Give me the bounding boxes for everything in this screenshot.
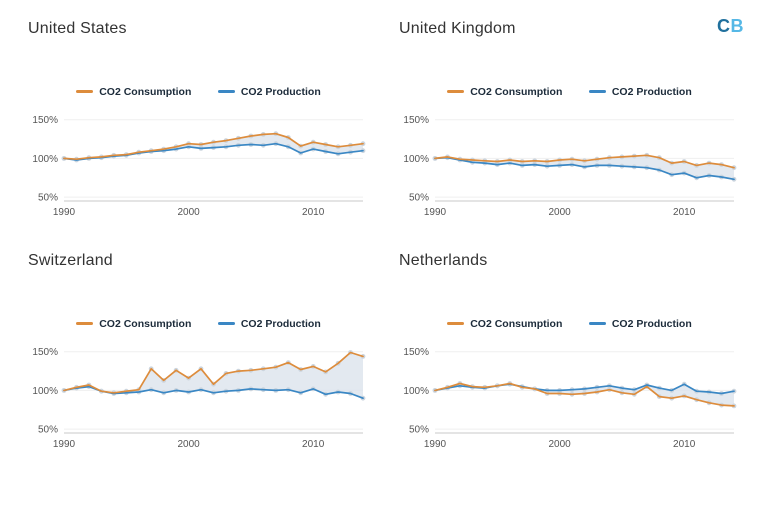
chart-panel-united-kingdom: United Kingdom CO2 Consumption CO2 Produ… bbox=[397, 16, 742, 222]
svg-text:1990: 1990 bbox=[424, 207, 447, 218]
production-line-swatch bbox=[217, 90, 235, 93]
consumption-line-swatch bbox=[447, 90, 465, 93]
chart-legend: CO2 Consumption CO2 Production bbox=[397, 80, 742, 98]
legend-label: CO2 Production bbox=[240, 85, 321, 98]
production-line-swatch bbox=[588, 322, 606, 325]
chart-panel-switzerland: Switzerland CO2 Consumption CO2 Producti… bbox=[26, 248, 371, 454]
carbon-brief-logo: CB bbox=[717, 16, 744, 37]
svg-text:1990: 1990 bbox=[53, 439, 76, 450]
svg-text:150%: 150% bbox=[32, 347, 58, 358]
legend-item-co2-production[interactable]: CO2 Production bbox=[588, 317, 692, 330]
line-chart-netherlands: 50% 100% 150% 1990 2000 2010 bbox=[403, 347, 737, 450]
logo-letter-b: B bbox=[730, 16, 744, 36]
legend-label: CO2 Consumption bbox=[470, 317, 563, 330]
svg-text:100%: 100% bbox=[403, 386, 429, 397]
svg-text:2000: 2000 bbox=[177, 439, 200, 450]
svg-text:2010: 2010 bbox=[673, 207, 696, 218]
chart-legend: CO2 Consumption CO2 Production bbox=[397, 312, 742, 330]
svg-text:100%: 100% bbox=[32, 154, 58, 165]
svg-text:50%: 50% bbox=[38, 193, 58, 204]
svg-text:150%: 150% bbox=[32, 115, 58, 126]
legend-label: CO2 Production bbox=[240, 317, 321, 330]
chart-legend: CO2 Consumption CO2 Production bbox=[26, 312, 371, 330]
legend-label: CO2 Production bbox=[611, 85, 692, 98]
legend-item-co2-production[interactable]: CO2 Production bbox=[588, 85, 692, 98]
svg-text:2010: 2010 bbox=[673, 439, 696, 450]
chart-title: Netherlands bbox=[399, 252, 488, 269]
svg-text:2000: 2000 bbox=[548, 207, 571, 218]
legend-item-co2-consumption[interactable]: CO2 Consumption bbox=[447, 86, 562, 98]
line-chart-united-states: 50% 100% 150% 1990 2000 2010 bbox=[32, 115, 366, 218]
svg-text:2010: 2010 bbox=[302, 207, 325, 218]
svg-text:1990: 1990 bbox=[424, 439, 447, 450]
legend-item-co2-production[interactable]: CO2 Production bbox=[217, 317, 321, 330]
line-chart-switzerland: 50% 100% 150% 1990 2000 2010 bbox=[32, 347, 366, 450]
svg-text:2010: 2010 bbox=[302, 439, 325, 450]
consumption-line-swatch bbox=[76, 322, 94, 325]
legend-item-co2-consumption[interactable]: CO2 Consumption bbox=[447, 318, 562, 330]
consumption-line-swatch bbox=[447, 322, 465, 325]
svg-text:2000: 2000 bbox=[548, 439, 571, 450]
legend-label: CO2 Consumption bbox=[99, 317, 192, 330]
svg-text:2000: 2000 bbox=[177, 207, 200, 218]
svg-text:100%: 100% bbox=[403, 154, 429, 165]
svg-text:50%: 50% bbox=[409, 193, 429, 204]
chart-panel-netherlands: Netherlands CO2 Consumption CO2 Producti… bbox=[397, 248, 742, 454]
chart-title: Switzerland bbox=[28, 252, 113, 269]
chart-title: United States bbox=[28, 20, 127, 37]
charts-page: United States CO2 Consumption CO2 Produc… bbox=[26, 16, 742, 454]
svg-text:150%: 150% bbox=[403, 115, 429, 126]
line-chart-united-kingdom: 50% 100% 150% 1990 2000 2010 bbox=[403, 115, 737, 218]
legend-item-co2-production[interactable]: CO2 Production bbox=[217, 85, 321, 98]
svg-text:50%: 50% bbox=[409, 425, 429, 436]
legend-label: CO2 Production bbox=[611, 317, 692, 330]
consumption-line-swatch bbox=[76, 90, 94, 93]
logo-letter-c: C bbox=[717, 16, 731, 36]
chart-legend: CO2 Consumption CO2 Production bbox=[26, 80, 371, 98]
legend-item-co2-consumption[interactable]: CO2 Consumption bbox=[76, 86, 191, 98]
production-line-swatch bbox=[588, 90, 606, 93]
legend-label: CO2 Consumption bbox=[470, 85, 563, 98]
svg-text:100%: 100% bbox=[32, 386, 58, 397]
chart-panel-united-states: United States CO2 Consumption CO2 Produc… bbox=[26, 16, 371, 222]
svg-text:50%: 50% bbox=[38, 425, 58, 436]
charts-grid: United States CO2 Consumption CO2 Produc… bbox=[26, 16, 742, 454]
svg-text:1990: 1990 bbox=[53, 207, 76, 218]
legend-item-co2-consumption[interactable]: CO2 Consumption bbox=[76, 318, 191, 330]
legend-label: CO2 Consumption bbox=[99, 85, 192, 98]
svg-text:150%: 150% bbox=[403, 347, 429, 358]
chart-title: United Kingdom bbox=[399, 20, 516, 37]
production-line-swatch bbox=[217, 322, 235, 325]
